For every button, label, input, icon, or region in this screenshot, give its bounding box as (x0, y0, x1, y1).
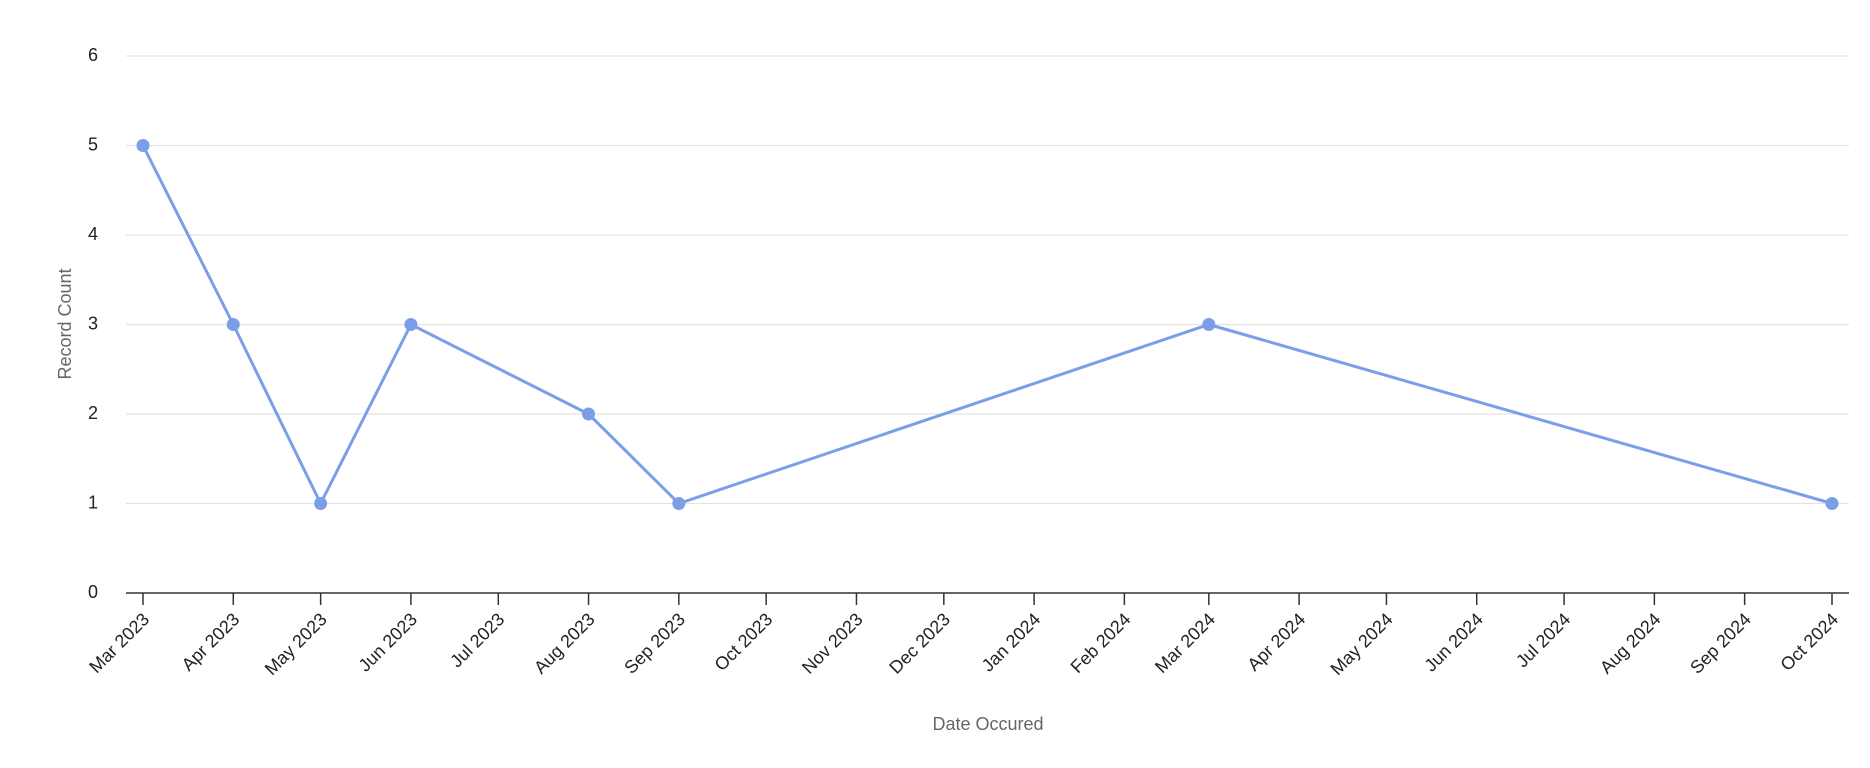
x-tick-label: Sep 2024 (1686, 609, 1755, 678)
x-tick-label: Mar 2023 (85, 609, 153, 677)
x-tick-label: May 2024 (1327, 609, 1397, 679)
line (141, 144, 1833, 507)
point (314, 497, 328, 510)
x-tick-label: Jun 2023 (355, 609, 422, 676)
point (226, 318, 240, 331)
y-tick-label: 1 (88, 492, 98, 512)
x-tick-label: Jan 2024 (978, 609, 1045, 676)
point (672, 497, 686, 510)
x-tick-label: Oct 2024 (1776, 609, 1842, 675)
point (1202, 318, 1216, 331)
x-tick-label: Jul 2023 (446, 609, 508, 671)
x-tick-label: Mar 2024 (1151, 609, 1219, 677)
point (136, 139, 150, 152)
y-tick-label: 5 (88, 134, 98, 154)
y-tick-label: 2 (88, 403, 98, 423)
y-axis-title: Record Count (55, 268, 75, 379)
x-tick-label: Jul 2024 (1512, 609, 1574, 671)
y-tick-label: 0 (88, 582, 98, 602)
point (1825, 497, 1839, 510)
y-tick-label: 3 (88, 313, 98, 333)
x-tick-label: Apr 2023 (178, 609, 244, 675)
point (404, 318, 418, 331)
x-tick-label: Dec 2023 (885, 609, 954, 678)
x-tick-label: Sep 2023 (620, 609, 689, 678)
point (582, 407, 596, 421)
x-tick-label: Aug 2024 (1596, 609, 1665, 678)
y-tick-label: 4 (88, 224, 98, 244)
x-tick-label: Nov 2023 (798, 609, 867, 678)
y-tick-label: 6 (88, 45, 98, 65)
x-axis-title: Date Occured (932, 714, 1043, 734)
x-tick-label: Oct 2023 (711, 609, 777, 675)
x-tick-label: May 2023 (261, 609, 331, 679)
x-tick-label: Feb 2024 (1067, 609, 1135, 677)
x-tick-label: Apr 2024 (1243, 609, 1309, 675)
x-tick-label: Jun 2024 (1420, 609, 1487, 676)
x-tick-label: Aug 2023 (530, 609, 599, 678)
